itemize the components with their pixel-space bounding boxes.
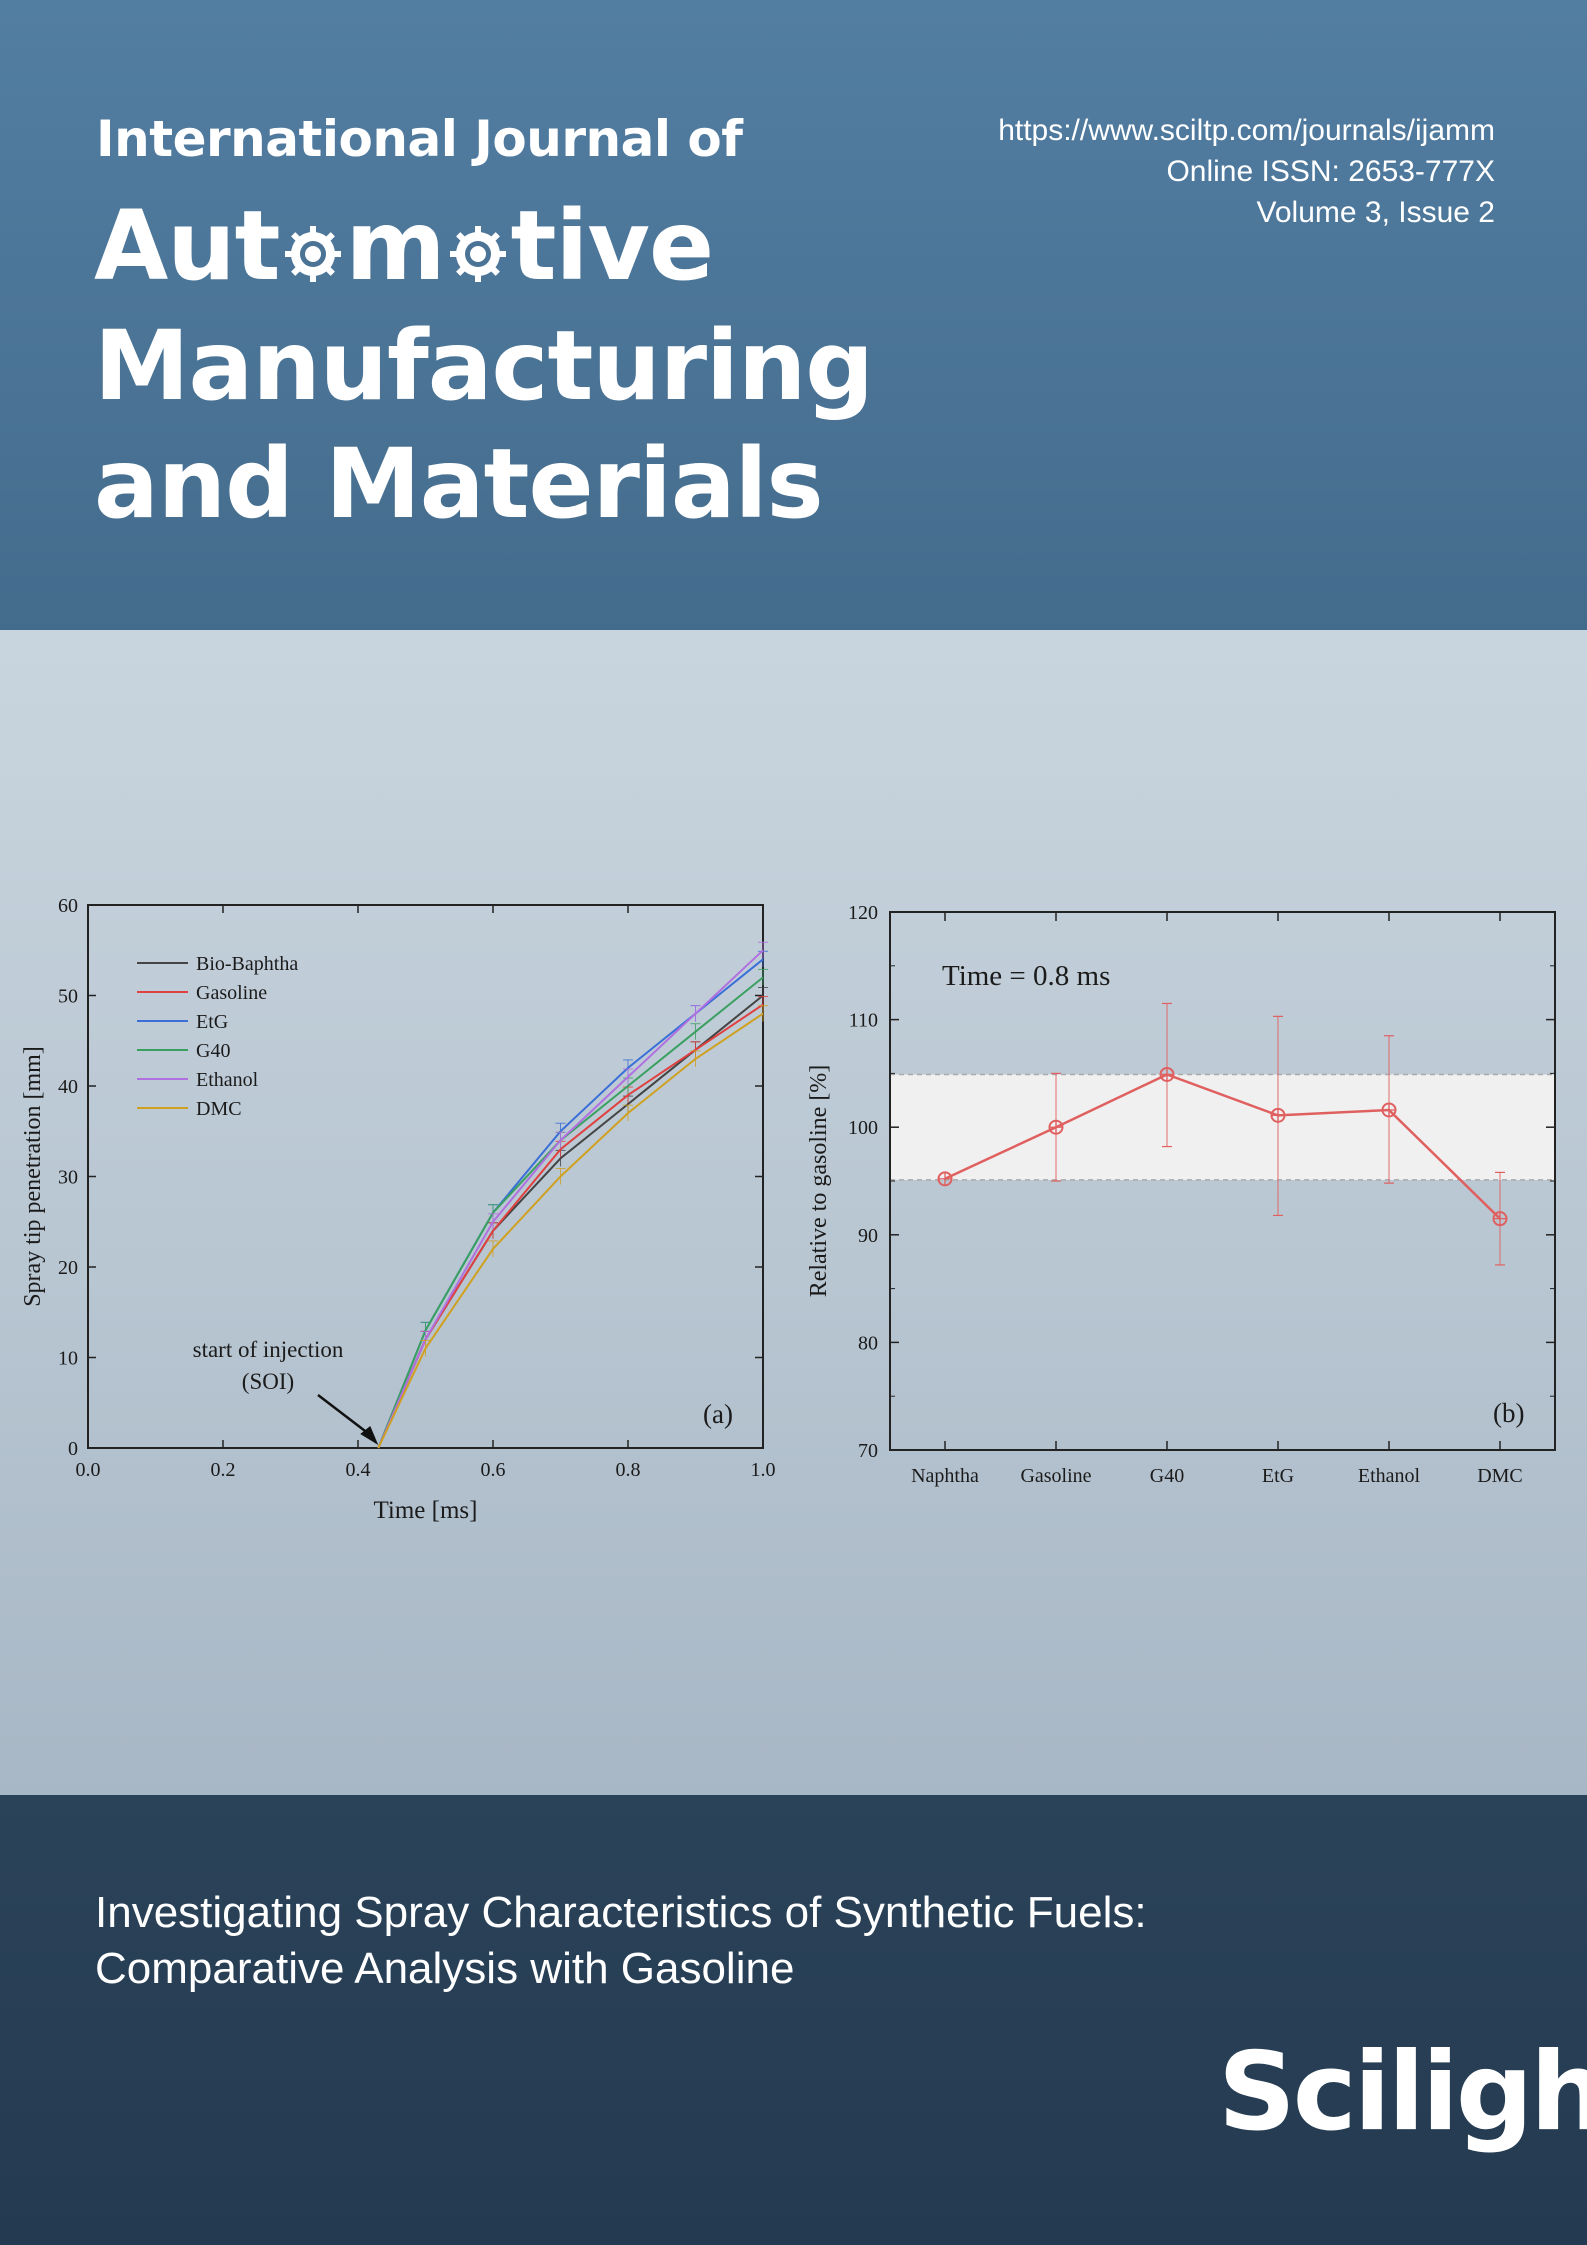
- x-axis-label: Time [ms]: [374, 1497, 478, 1524]
- data-point: [1381, 1102, 1397, 1118]
- panel-label: (a): [703, 1399, 733, 1429]
- footer-band: [0, 1795, 1587, 2245]
- y-tick-label: 110: [849, 1010, 878, 1032]
- journal-title-word-manufacturing: Manufacturing: [94, 310, 874, 422]
- x-tick-label: Gasoline: [1020, 1465, 1091, 1487]
- series-line-dmc: [377, 1012, 764, 1449]
- gear-o-icon: [284, 225, 342, 283]
- legend-label: Ethanol: [196, 1069, 259, 1091]
- chart-relative-to-gasoline: 70 80 90 100 110 120 Naphtha Gasoline G40 EtG Etha…: [806, 902, 1556, 1487]
- journal-title-prefix: International Journal of: [96, 110, 743, 168]
- y-tick-label: 70: [858, 1440, 878, 1462]
- legend-label: EtG: [196, 1011, 228, 1033]
- series-line-g40: [377, 976, 764, 1449]
- article-title-line1: Investigating Spray Characteristics of S…: [95, 1888, 1147, 1937]
- journal-issn: Online ISSN: 2653-777X: [1166, 155, 1495, 188]
- legend-label: Bio-Baphtha: [196, 953, 298, 975]
- journal-title-part: tive: [510, 190, 714, 302]
- article-title-line2: Comparative Analysis with Gasoline: [95, 1944, 795, 1993]
- journal-title-part: Aut: [94, 190, 281, 302]
- x-tick-label: Ethanol: [1358, 1465, 1421, 1487]
- y-tick-label: 90: [858, 1225, 878, 1247]
- y-tick-label: 50: [58, 986, 78, 1008]
- y-tick-label: 120: [848, 902, 878, 924]
- legend-label: G40: [196, 1040, 230, 1062]
- x-tick-label: DMC: [1477, 1465, 1523, 1487]
- y-tick-label: 100: [848, 1117, 878, 1139]
- x-tick-label: 0.6: [481, 1459, 506, 1481]
- y-tick-label: 30: [58, 1167, 78, 1189]
- y-tick-label: 60: [58, 895, 78, 917]
- series-line-bio-baphtha: [377, 994, 764, 1449]
- journal-title-word-automotive: Aut m tive: [94, 198, 714, 294]
- chart-spray-penetration: 0.0 0.2 0.4 0.6 0.8 1.0 0 10 20 30 40 50 60 Time [ms]…: [20, 895, 776, 1524]
- x-tick-label: 0.8: [616, 1459, 641, 1481]
- data-point: [1048, 1119, 1064, 1135]
- reference-band: [890, 1074, 1555, 1180]
- publisher-logo: Scilight: [1218, 2030, 1587, 2155]
- journal-volume-issue: Volume 3, Issue 2: [1256, 196, 1495, 229]
- annotation-line2: (SOI): [242, 1369, 294, 1394]
- y-tick-label: 40: [58, 1076, 78, 1098]
- y-tick-label: 80: [858, 1332, 878, 1354]
- legend-label: Gasoline: [196, 982, 267, 1004]
- legend-label: DMC: [196, 1098, 242, 1120]
- journal-title-part: m: [345, 190, 446, 302]
- plot-frame: [889, 911, 1556, 1451]
- x-tick-label: EtG: [1262, 1465, 1294, 1487]
- y-tick-label: 0: [68, 1438, 78, 1460]
- annotation-line1: start of injection: [193, 1337, 344, 1362]
- data-point: [937, 1171, 953, 1187]
- x-tick-label: Naphtha: [911, 1465, 979, 1487]
- series-line-etg: [377, 958, 764, 1449]
- journal-url-link[interactable]: https://www.sciltp.com/journals/ijamm: [998, 114, 1495, 147]
- figure-band: [0, 630, 1587, 1795]
- data-point: [1270, 1107, 1286, 1123]
- time-annotation: Time = 0.8 ms: [942, 960, 1110, 992]
- series-line: [944, 1073, 1501, 1220]
- x-tick-label: 0.4: [346, 1459, 371, 1481]
- x-tick-label: 0.0: [76, 1459, 101, 1481]
- series-line-gasoline: [377, 1003, 764, 1449]
- header-band: [0, 0, 1587, 630]
- x-tick-label: 0.2: [211, 1459, 236, 1481]
- panel-label: (b): [1493, 1398, 1524, 1428]
- data-point: [1492, 1211, 1508, 1227]
- annotation-arrow-head: [360, 1426, 379, 1445]
- y-axis-label: Spray tip penetration [mm]: [20, 1046, 46, 1307]
- x-tick-label: 1.0: [751, 1459, 776, 1481]
- gear-o-icon: [449, 225, 507, 283]
- journal-title-word-materials: and Materials: [94, 428, 824, 540]
- plot-frame: [87, 904, 764, 1449]
- y-tick-label: 20: [58, 1257, 78, 1279]
- data-point: [1159, 1066, 1175, 1082]
- y-tick-label: 10: [58, 1348, 78, 1370]
- y-axis-label: Relative to gasoline [%]: [806, 1065, 832, 1298]
- x-tick-label: G40: [1150, 1465, 1184, 1487]
